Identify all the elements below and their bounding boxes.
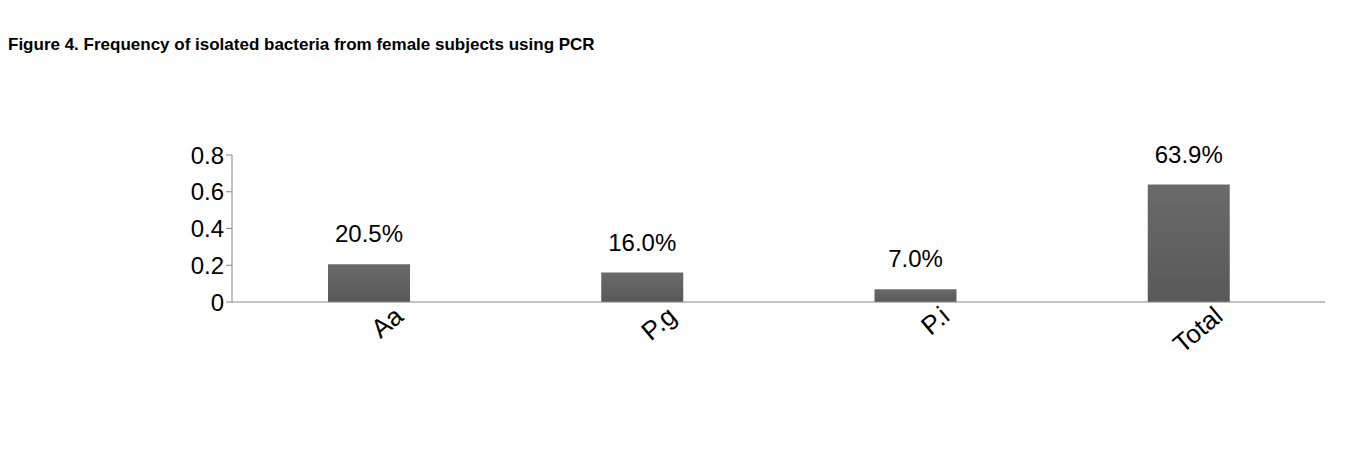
svg-text:Aa: Aa xyxy=(365,300,409,344)
svg-text:16.0%: 16.0% xyxy=(608,229,676,256)
svg-text:P.i: P.i xyxy=(915,300,955,340)
svg-text:Total: Total xyxy=(1167,300,1228,358)
html-text:Figure 4. Frequency of isolate: Figure 4. Frequency of isolated bacteria… xyxy=(8,35,595,54)
svg-text:P.g: P.g xyxy=(635,300,682,346)
svg-text:0: 0 xyxy=(211,289,224,316)
svg-text:0.8: 0.8 xyxy=(191,142,224,169)
svg-text:0.4: 0.4 xyxy=(191,215,224,242)
svg-text:7.0%: 7.0% xyxy=(888,245,943,272)
svg-text:63.9%: 63.9% xyxy=(1155,141,1223,168)
svg-text:0.2: 0.2 xyxy=(191,252,224,279)
svg-text:0.6: 0.6 xyxy=(191,178,224,205)
svg-text:20.5%: 20.5% xyxy=(335,220,403,247)
